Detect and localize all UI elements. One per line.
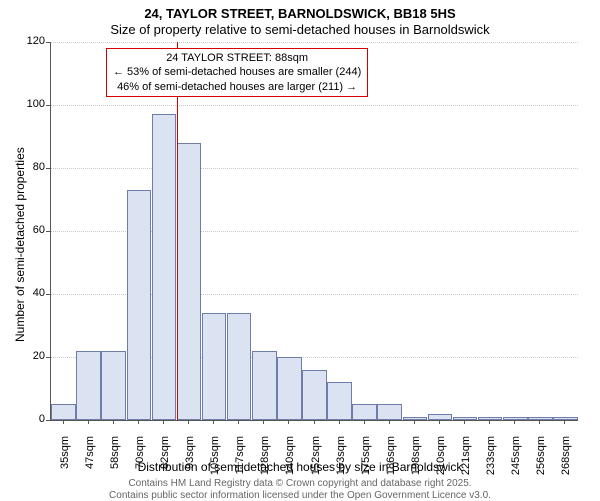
histogram-bar bbox=[76, 351, 101, 420]
histogram-bar bbox=[127, 190, 152, 420]
x-tick-mark bbox=[489, 420, 490, 424]
x-tick-mark bbox=[414, 420, 415, 424]
histogram-bar bbox=[277, 357, 302, 420]
x-tick-mark bbox=[63, 420, 64, 424]
x-tick-mark bbox=[188, 420, 189, 424]
annotation-box: 24 TAYLOR STREET: 88sqm← 53% of semi-det… bbox=[106, 48, 368, 97]
y-axis-label: Number of semi-detached properties bbox=[13, 122, 27, 342]
histogram-bar bbox=[252, 351, 277, 420]
histogram-bar bbox=[202, 313, 227, 420]
chart-title-main: 24, TAYLOR STREET, BARNOLDSWICK, BB18 5H… bbox=[0, 6, 600, 21]
x-tick-mark bbox=[364, 420, 365, 424]
y-gridline bbox=[51, 105, 578, 106]
histogram-bar bbox=[352, 404, 377, 420]
histogram-bar bbox=[377, 404, 402, 420]
y-tick-label: 0 bbox=[39, 414, 45, 425]
x-tick-mark bbox=[163, 420, 164, 424]
histogram-bar bbox=[302, 370, 327, 420]
y-gridline bbox=[51, 168, 578, 169]
x-tick-mark bbox=[138, 420, 139, 424]
histogram-bar bbox=[327, 382, 352, 420]
x-tick-mark bbox=[113, 420, 114, 424]
y-tick-label: 80 bbox=[33, 162, 45, 173]
x-tick-mark bbox=[464, 420, 465, 424]
plot-area: 24 TAYLOR STREET: 88sqm← 53% of semi-det… bbox=[50, 42, 578, 421]
annotation-line: ← 53% of semi-detached houses are smalle… bbox=[113, 65, 361, 79]
x-tick-mark bbox=[288, 420, 289, 424]
x-tick-mark bbox=[213, 420, 214, 424]
x-axis-label: Distribution of semi-detached houses by … bbox=[0, 460, 600, 474]
x-tick-mark bbox=[439, 420, 440, 424]
x-tick-mark bbox=[88, 420, 89, 424]
y-gridline bbox=[51, 42, 578, 43]
y-tick-label: 20 bbox=[33, 351, 45, 362]
reference-line bbox=[177, 42, 178, 420]
histogram-bar bbox=[177, 143, 202, 420]
histogram-bar bbox=[51, 404, 76, 420]
x-tick-mark bbox=[314, 420, 315, 424]
y-tick-label: 120 bbox=[27, 36, 45, 47]
y-tick-label: 100 bbox=[27, 99, 45, 110]
x-tick-mark bbox=[238, 420, 239, 424]
annotation-line: 24 TAYLOR STREET: 88sqm bbox=[113, 51, 361, 65]
y-tick-label: 40 bbox=[33, 288, 45, 299]
chart-container: 24, TAYLOR STREET, BARNOLDSWICK, BB18 5H… bbox=[0, 0, 600, 500]
x-tick-mark bbox=[389, 420, 390, 424]
x-tick-mark bbox=[539, 420, 540, 424]
footer-line-1: Contains HM Land Registry data © Crown c… bbox=[0, 478, 600, 489]
x-tick-mark bbox=[339, 420, 340, 424]
x-tick-mark bbox=[263, 420, 264, 424]
x-tick-mark bbox=[564, 420, 565, 424]
x-tick-mark bbox=[514, 420, 515, 424]
footer-line-2: Contains public sector information licen… bbox=[0, 490, 600, 501]
histogram-bar bbox=[101, 351, 126, 420]
chart-title-sub: Size of property relative to semi-detach… bbox=[0, 22, 600, 37]
histogram-bar bbox=[227, 313, 252, 420]
histogram-bar bbox=[152, 114, 177, 420]
annotation-line: 46% of semi-detached houses are larger (… bbox=[113, 80, 361, 94]
y-tick-label: 60 bbox=[33, 225, 45, 236]
